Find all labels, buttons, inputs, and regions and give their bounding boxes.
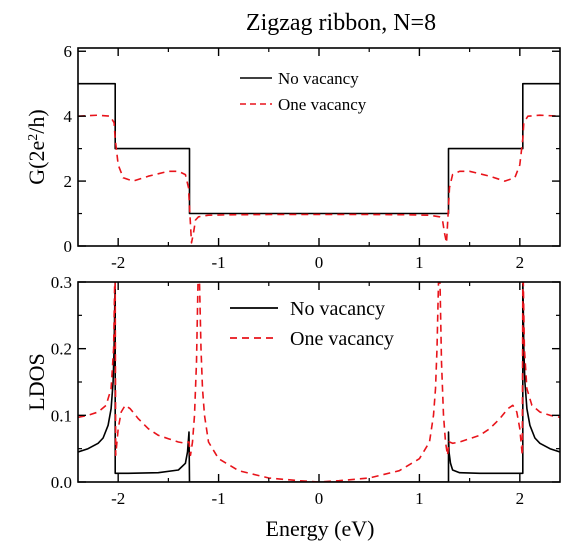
top-y-tick-label: 2: [64, 172, 73, 191]
bottom-series-line-one-vacancy: [78, 282, 560, 482]
top-x-tick-label: 0: [315, 253, 324, 272]
bottom-x-tick-label: -2: [111, 489, 125, 508]
top-series-line-no-vacancy: [78, 82, 560, 215]
top-y-axis-label: G(2e2/h): [24, 109, 49, 184]
top-series-line-one-vacancy: [78, 114, 560, 244]
top-legend: No vacancy One vacancy: [240, 69, 367, 114]
top-y-tick-label: 6: [64, 42, 73, 61]
bottom-y-tick-label: 0.1: [51, 406, 72, 425]
bottom-series-group: [78, 282, 560, 482]
x-axis-label: Energy (eV): [266, 516, 375, 541]
top-series-group: [78, 82, 560, 244]
top-x-tick-label: 1: [415, 253, 424, 272]
legend-label-one-vacancy: One vacancy: [278, 95, 367, 114]
bottom-y-tick-label: 0.0: [51, 473, 72, 492]
top-x-tick-label: -1: [211, 253, 225, 272]
chart-title: Zigzag ribbon, N=8: [246, 10, 436, 36]
bottom-x-tick-label: 2: [516, 489, 525, 508]
bottom-legend-background: [224, 292, 424, 356]
top-y-tick-label: 4: [64, 107, 73, 126]
bottom-y-tick-label: 0.2: [51, 340, 72, 359]
bottom-y-tick-label: 0.3: [51, 273, 72, 292]
bottom-x-tick-label: 1: [415, 489, 424, 508]
bottom-panel: -2 -1 0 1 2 0.0 0.1 0.2 0.3 No vacancy One vacan…: [24, 273, 561, 508]
top-x-tick-label: -2: [111, 253, 125, 272]
bottom-x-tick-label: -1: [211, 489, 225, 508]
bottom-axis-ticks: -2 -1 0 1 2 0.0 0.1 0.2 0.3: [51, 273, 560, 508]
bottom-y-axis-label: LDOS: [24, 353, 49, 410]
top-panel: -2 -1 0 1 2 0 2 4 6 No vacancy One vacancy G(2e2…: [24, 42, 561, 272]
legend-label-no-vacancy: No vacancy: [278, 69, 359, 88]
bottom-x-tick-label: 0: [315, 489, 324, 508]
legend-label-no-vacancy: No vacancy: [290, 298, 385, 320]
legend-label-one-vacancy: One vacancy: [290, 328, 394, 350]
top-axis-ticks: -2 -1 0 1 2 0 2 4 6: [64, 42, 560, 272]
bottom-legend: No vacancy One vacancy: [224, 292, 424, 356]
top-x-tick-label: 2: [516, 253, 525, 272]
top-y-tick-label: 0: [64, 237, 73, 256]
